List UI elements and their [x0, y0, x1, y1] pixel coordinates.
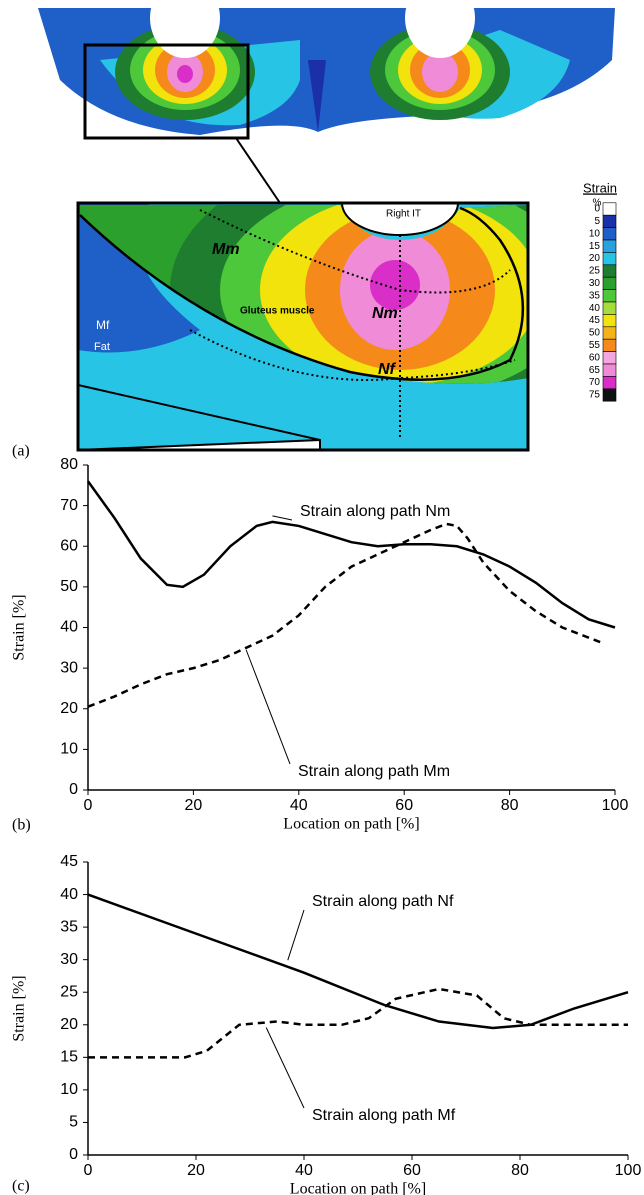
colorbar-swatch	[602, 289, 617, 303]
colorbar-swatch	[602, 276, 617, 290]
colorbar-swatch	[602, 376, 617, 390]
colorbar-tick-label: 20	[589, 253, 601, 264]
annotation-arrow	[272, 515, 293, 521]
colorbar-swatch	[602, 388, 617, 402]
path-label: Nf	[378, 361, 397, 378]
series-annotation: Strain along path Mm	[298, 763, 450, 780]
bone-label: Right IT	[386, 209, 421, 220]
x-tick-label: 100	[615, 1162, 642, 1179]
y-tick-label: 25	[60, 983, 78, 1000]
x-tick-label: 60	[403, 1162, 421, 1179]
y-tick-label: 35	[60, 918, 78, 935]
strain-map-zoom	[78, 203, 528, 450]
y-tick-label: 15	[60, 1049, 78, 1066]
x-tick-label: 20	[187, 1162, 205, 1179]
y-tick-label: 30	[60, 659, 78, 676]
annotation-arrow	[245, 649, 291, 765]
annotation-arrow	[287, 909, 305, 961]
x-tick-label: 0	[84, 1162, 93, 1179]
y-tick-label: 30	[60, 951, 78, 968]
y-tick-label: 45	[60, 853, 78, 870]
colorbar-unit: %	[593, 198, 602, 209]
colorbar-swatch	[602, 363, 617, 377]
x-tick-label: 0	[84, 797, 93, 814]
y-tick-label: 20	[60, 700, 78, 717]
x-tick-label: 100	[602, 797, 629, 814]
y-tick-label: 80	[60, 456, 78, 473]
colorbar-swatch	[602, 202, 617, 216]
series-annotation: Strain along path Mf	[312, 1107, 456, 1124]
x-axis-label: Location on path [%]	[283, 816, 419, 833]
colorbar-swatch	[602, 314, 617, 328]
y-tick-label: 20	[60, 1016, 78, 1033]
y-tick-label: 0	[69, 781, 78, 798]
colorbar-tick-label: 25	[589, 266, 601, 277]
x-tick-label: 60	[395, 797, 413, 814]
colorbar-swatch	[602, 301, 617, 315]
x-tick-label: 80	[511, 1162, 529, 1179]
y-axis-label: Strain [%]	[11, 975, 28, 1041]
path-label: Mf	[96, 318, 110, 332]
y-tick-label: 10	[60, 1081, 78, 1098]
panel-label: (a)	[12, 443, 30, 460]
muscle-label: Gluteus muscle	[240, 306, 315, 317]
y-tick-label: 40	[60, 619, 78, 636]
path-label: Nm	[372, 305, 398, 322]
colorbar-tick-label: 75	[589, 390, 601, 401]
colorbar-title: Strain	[583, 180, 617, 195]
y-tick-label: 10	[60, 741, 78, 758]
colorbar-tick-label: 45	[589, 315, 601, 326]
colorbar-tick-label: 60	[589, 352, 601, 363]
y-tick-label: 60	[60, 537, 78, 554]
colorbar-swatch	[602, 214, 617, 228]
colorbar-tick-label: 10	[589, 228, 601, 239]
y-tick-label: 0	[69, 1146, 78, 1163]
colorbar-swatch	[602, 227, 617, 241]
colorbar-swatch	[602, 264, 617, 278]
strain-map-overview	[0, 0, 644, 204]
colorbar-swatch	[602, 326, 617, 340]
zoom-frame	[76, 201, 530, 452]
panel-label: (b)	[12, 817, 31, 834]
panel-label: (c)	[12, 1178, 30, 1195]
colorbar-swatch	[602, 338, 617, 352]
colorbar-tick-label: 5	[594, 216, 600, 227]
x-axis-label: Location on path [%]	[290, 1181, 426, 1195]
series-line	[88, 987, 628, 1059]
y-tick-label: 70	[60, 497, 78, 514]
colorbar-swatch	[602, 351, 617, 365]
series-line	[87, 522, 605, 708]
colorbar-tick-label: 15	[589, 241, 601, 252]
series-annotation: Strain along path Nm	[300, 503, 450, 520]
y-tick-label: 50	[60, 578, 78, 595]
series-line	[87, 893, 629, 1030]
colorbar-tick-label: 40	[589, 303, 601, 314]
colorbar-tick-label: 65	[589, 365, 601, 376]
colorbar-tick-label: 70	[589, 377, 601, 388]
colorbar-tick-label: 0	[594, 204, 600, 215]
colorbar-swatch	[602, 252, 617, 266]
colorbar-swatch	[602, 239, 617, 253]
colorbar-tick-label: 50	[589, 328, 601, 339]
path-label: Mm	[212, 241, 240, 258]
y-tick-label: 5	[69, 1114, 78, 1131]
x-tick-label: 40	[295, 1162, 313, 1179]
fat-label: Fat	[94, 341, 110, 353]
y-tick-label: 40	[60, 886, 78, 903]
colorbar-tick-label: 35	[589, 290, 601, 301]
series-line	[86, 480, 616, 629]
x-tick-label: 40	[290, 797, 308, 814]
annotation-arrow	[265, 1027, 305, 1109]
series-annotation: Strain along path Nf	[312, 893, 454, 910]
colorbar-tick-label: 30	[589, 278, 601, 289]
colorbar-tick-label: 55	[589, 340, 601, 351]
x-tick-label: 20	[185, 797, 203, 814]
y-axis-label: Strain [%]	[11, 594, 28, 660]
x-tick-label: 80	[501, 797, 519, 814]
